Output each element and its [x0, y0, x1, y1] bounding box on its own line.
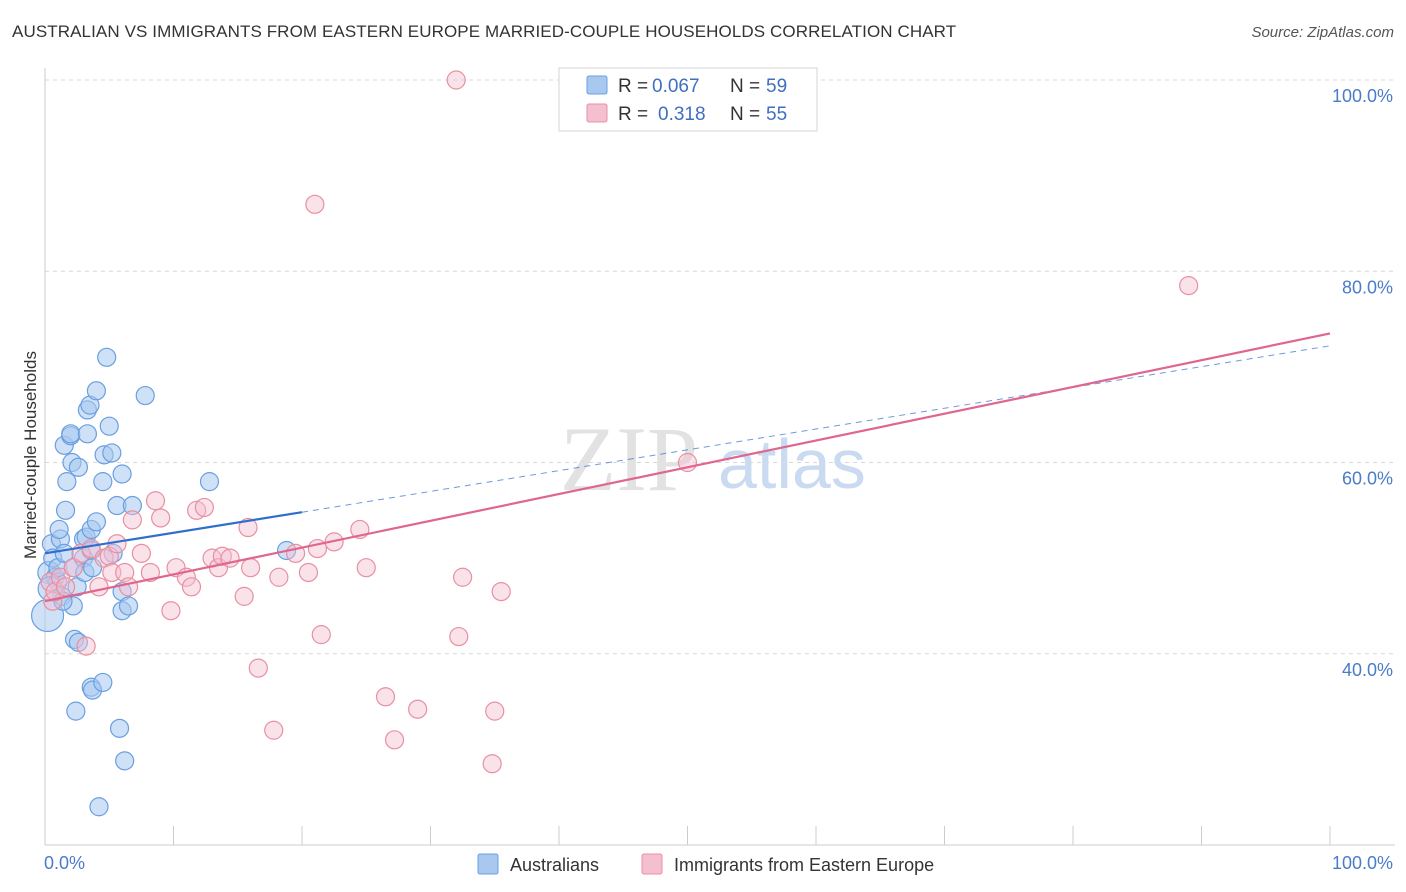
immigrants-point — [356, 558, 376, 578]
legend-r-value-australians: 0.067 — [652, 76, 700, 97]
source-label: Source: ZipAtlas.com — [1251, 24, 1394, 41]
immigrants-point — [238, 517, 258, 538]
immigrants-point — [485, 701, 505, 721]
immigrants-point — [1179, 275, 1199, 296]
y-tick-label: 40.0% — [1342, 660, 1393, 680]
immigrants-point — [161, 601, 181, 621]
australians-point — [199, 472, 220, 492]
legend-r-label-immigrants: R = — [618, 104, 648, 125]
australians-point — [93, 472, 113, 492]
immigrants-point — [311, 625, 331, 645]
immigrants-point — [491, 581, 511, 602]
legend-n-value-australians: 59 — [766, 76, 787, 97]
australians-point — [61, 424, 81, 444]
australians-point — [57, 472, 77, 492]
trend-lines — [44, 332, 1331, 603]
immigrants-point — [131, 543, 151, 563]
immigrants-point — [269, 567, 289, 587]
australians-point — [112, 464, 132, 484]
australians-trend-line — [44, 511, 303, 555]
australians-trend-dashed — [301, 345, 1331, 513]
immigrants-point — [453, 567, 473, 587]
immigrants-point — [76, 636, 96, 656]
immigrants-point — [248, 658, 268, 678]
bottom-legend-swatch-australians — [477, 853, 499, 875]
legend-swatch-immigrants — [586, 103, 608, 123]
x-tick-labels: 0.0% 100.0% — [44, 853, 1393, 873]
y-tick-label: 80.0% — [1342, 277, 1393, 297]
australians-point — [102, 443, 122, 463]
australians-point — [77, 424, 98, 444]
axes — [44, 68, 1395, 846]
immigrants-point — [140, 562, 160, 583]
immigrants-point — [408, 699, 428, 719]
australians-point — [86, 512, 107, 532]
legend-r-value-immigrants: 0.318 — [658, 104, 706, 125]
y-tick-label: 100.0% — [1332, 86, 1393, 106]
legend-n-label-australians: N = — [730, 76, 760, 97]
immigrants-point — [234, 586, 254, 606]
australians-point — [86, 381, 107, 401]
immigrants-point — [55, 577, 76, 597]
australians-point — [99, 416, 119, 436]
x-tick-label-max: 100.0% — [1332, 853, 1393, 873]
bottom-legend-label-immigrants: Immigrants from Eastern Europe — [674, 855, 934, 875]
australians-point — [122, 495, 142, 516]
x-tick-label-min: 0.0% — [44, 853, 85, 873]
watermark: ZIP atlas — [560, 408, 866, 510]
australians-point — [135, 385, 155, 406]
immigrants-point — [449, 626, 469, 647]
chart-title: AUSTRALIAN VS IMMIGRANTS FROM EASTERN EU… — [12, 22, 957, 41]
immigrants-point — [194, 497, 214, 518]
bottom-legend-label-australians: Australians — [510, 855, 599, 875]
immigrants-point — [384, 730, 405, 750]
australians-points — [30, 347, 297, 817]
bottom-legend-swatch-immigrants — [641, 853, 663, 875]
australians-point — [66, 701, 86, 721]
immigrants-point — [115, 562, 135, 583]
immigrants-point — [298, 562, 319, 583]
immigrants-point — [89, 577, 109, 597]
immigrants-point — [81, 538, 101, 559]
australians-point — [115, 751, 135, 771]
immigrants-point — [181, 577, 202, 597]
immigrants-point — [375, 687, 396, 707]
australians-point — [89, 797, 109, 817]
australians-point — [97, 347, 117, 367]
australians-point — [118, 596, 139, 616]
y-tick-labels: 40.0% 60.0% 80.0% 100.0% — [1332, 86, 1393, 680]
australians-point — [55, 500, 76, 520]
y-axis-title: Married-couple Households — [21, 351, 40, 559]
legend-n-label-immigrants: N = — [730, 104, 760, 125]
y-tick-label: 60.0% — [1342, 469, 1393, 489]
immigrants-point — [40, 572, 60, 592]
legend-box: R = 0.067 N = 59 R = 0.318 N = 55 — [558, 67, 818, 132]
immigrants-point — [122, 510, 142, 530]
australians-point — [68, 457, 89, 477]
bottom-legend: Australians Immigrants from Eastern Euro… — [477, 853, 934, 875]
immigrants-point — [118, 577, 139, 597]
immigrants-point — [145, 491, 166, 511]
immigrants-trend-line — [44, 332, 1331, 603]
australians-point — [49, 519, 69, 540]
immigrants-point — [264, 720, 284, 740]
immigrants-point — [187, 500, 207, 520]
immigrants-point — [45, 581, 65, 602]
immigrants-point — [446, 70, 466, 90]
immigrants-point — [241, 558, 261, 578]
watermark-atlas: atlas — [718, 425, 866, 503]
immigrants-point — [482, 754, 502, 774]
legend-swatch-australians — [586, 75, 608, 95]
australians-point — [109, 718, 130, 738]
legend-r-label-australians: R = — [618, 76, 648, 97]
immigrants-point — [305, 194, 325, 214]
australians-point — [93, 672, 113, 693]
immigrants-point — [151, 508, 171, 528]
legend-n-value-immigrants: 55 — [766, 104, 787, 125]
immigrants-point — [50, 567, 71, 587]
